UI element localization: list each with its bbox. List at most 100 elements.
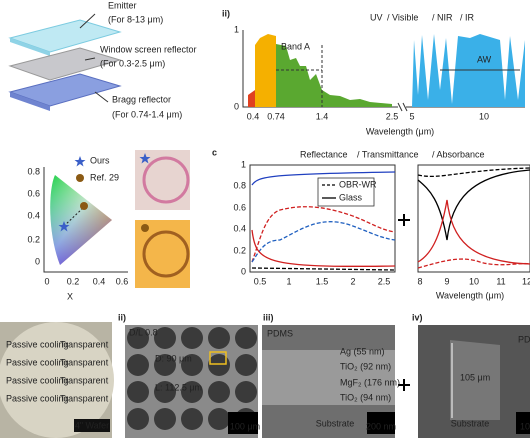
legend-entry: / IR — [460, 12, 475, 22]
y-tick-label: 0.4 — [233, 223, 246, 233]
label: Bragg reflector — [112, 94, 171, 104]
spectrum-axes — [242, 30, 525, 112]
label: iii) — [263, 312, 274, 322]
label: Window screen reflector — [100, 44, 197, 54]
label: Passive cooling — [6, 339, 69, 349]
hole — [235, 354, 257, 376]
x-tick-label: 8 — [417, 276, 422, 286]
label: D: 90 μm — [155, 353, 192, 363]
label: 200 nm — [366, 421, 396, 431]
x-tick-label: 1.5 — [316, 276, 329, 286]
x-axis-label: Wavelength (μm) — [366, 126, 434, 136]
y-tick-label: 0.2 — [233, 245, 246, 255]
x-tick-label: 0 — [44, 276, 49, 286]
hole — [235, 327, 257, 349]
label: Transparent — [60, 393, 109, 403]
x-tick-label: 0.4 — [93, 276, 106, 286]
label: ii) — [118, 312, 126, 322]
hole — [235, 381, 257, 403]
label: 10 — [520, 421, 530, 431]
label: (For 8-13 μm) — [108, 14, 163, 24]
y-tick-label: 0.6 — [233, 202, 246, 212]
label: Substrate — [451, 418, 490, 428]
hole — [208, 327, 230, 349]
label: TiO₂ (92 nm) — [340, 361, 391, 371]
label: TiO₂ (94 nm) — [340, 392, 391, 402]
label: iv) — [412, 312, 423, 322]
legend-entry: Ours — [90, 155, 110, 165]
x-tick-label: 10 — [469, 276, 479, 286]
y-tick-label: 0 — [35, 256, 40, 266]
y-tick-label: 0.4 — [27, 210, 40, 220]
scale-box — [367, 412, 395, 434]
x-tick-label: 2.5 — [378, 276, 391, 286]
y-tick-label: 0.2 — [27, 234, 40, 244]
x-tick-label: 0.5 — [254, 276, 267, 286]
x-tick-label: 0.74 — [267, 111, 285, 121]
label: AW — [477, 54, 492, 64]
x-tick-label: 1 — [286, 276, 291, 286]
y-tick-label: 1 — [234, 24, 239, 34]
x-tick-label: 1.4 — [316, 111, 329, 121]
legend-entry: / Absorbance — [432, 149, 485, 159]
x-tick-label: 0.6 — [116, 276, 129, 286]
label: MgF₂ (176 nm) — [340, 377, 400, 387]
label: c — [212, 147, 217, 157]
legend-entry: OBR-WR — [339, 179, 377, 189]
hole — [127, 354, 149, 376]
label: Band A — [281, 41, 310, 51]
label: Emitter — [108, 0, 137, 10]
hole — [181, 381, 203, 403]
label: PDMS — [518, 334, 530, 344]
x-axis-label: X — [67, 291, 73, 301]
x-tick-label: 2.5 — [386, 111, 399, 121]
x-tick-label: 10 — [479, 111, 489, 121]
x-tick-label: 0.2 — [67, 276, 80, 286]
label-box — [74, 419, 110, 432]
x-tick-label: 5 — [409, 111, 414, 121]
legend-entry: / Transmittance — [357, 149, 419, 159]
label: PDMS — [267, 328, 293, 338]
scale-box — [228, 412, 258, 434]
label: Passive cooling — [6, 357, 69, 367]
hole — [154, 408, 176, 430]
y-tick-label: 0.8 — [27, 166, 40, 176]
label: Passive cooling — [6, 393, 69, 403]
label: Substrate — [316, 418, 355, 428]
hole — [154, 381, 176, 403]
label: Transparent — [60, 375, 109, 385]
label: (For 0.74-1.4 μm) — [112, 109, 182, 119]
label: 100 μm — [230, 421, 260, 431]
x-axis-label: Wavelength (μm) — [436, 290, 504, 300]
hole — [181, 354, 203, 376]
hole — [181, 408, 203, 430]
label: L: 112.5 μm — [155, 382, 202, 392]
label: Ag (55 nm) — [340, 346, 385, 356]
scale-box — [516, 412, 530, 434]
x-tick-label: 11 — [496, 276, 505, 286]
label: 105 μm — [460, 372, 490, 382]
label: ii) — [222, 8, 230, 18]
hole — [127, 327, 149, 349]
label: Passive cooling — [6, 375, 69, 385]
legend-entry: Ref. 29 — [90, 172, 119, 182]
hole — [154, 327, 176, 349]
hole — [208, 354, 230, 376]
hole — [127, 408, 149, 430]
y-tick-label: 0 — [241, 266, 246, 276]
legend-entry: Reflectance — [300, 149, 348, 159]
label: Transparent — [60, 339, 109, 349]
hole — [127, 381, 149, 403]
x-tick-label: 2 — [350, 276, 355, 286]
x-tick-label: 0.4 — [247, 111, 260, 121]
hole — [208, 408, 230, 430]
legend-entry: UV — [370, 12, 383, 22]
hole — [154, 354, 176, 376]
y-tick-label: 1 — [241, 159, 246, 169]
label: 4" Wafer — [75, 420, 109, 430]
layer-stack — [8, 13, 122, 111]
y-tick-label: 0.8 — [233, 180, 246, 190]
label: D/L 0.8 — [129, 327, 158, 337]
y-tick-label: 0 — [234, 101, 239, 111]
